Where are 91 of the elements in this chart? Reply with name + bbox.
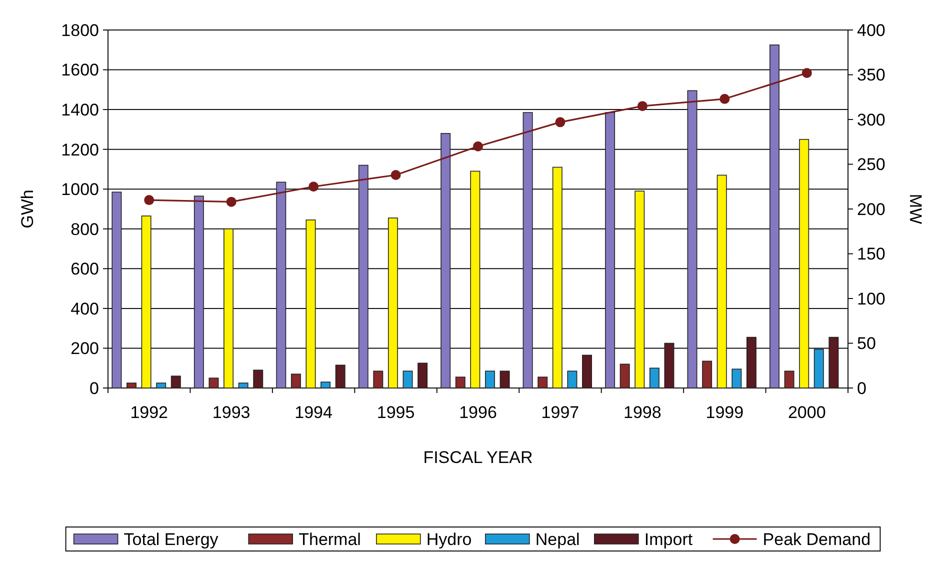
x-tick-label: 1992 xyxy=(130,403,168,422)
bar xyxy=(418,362,428,388)
bar xyxy=(538,376,548,388)
bar xyxy=(522,112,533,388)
y2-tick-label: 100 xyxy=(857,289,886,308)
point xyxy=(637,101,648,112)
bar xyxy=(373,370,384,388)
bar xyxy=(687,90,698,388)
x-axis-title: FISCAL YEAR xyxy=(423,448,533,467)
bar xyxy=(500,370,510,388)
bar xyxy=(799,138,810,388)
bar xyxy=(470,170,480,388)
bar xyxy=(702,360,712,388)
bar xyxy=(402,370,413,388)
legend-label: Nepal xyxy=(535,530,580,549)
y2-tick-label: 150 xyxy=(857,244,886,264)
point xyxy=(720,94,730,104)
bar xyxy=(605,112,616,388)
bar xyxy=(320,382,331,388)
y-tick-label: 400 xyxy=(70,299,99,318)
x-tick-label: 1998 xyxy=(624,403,662,422)
bar xyxy=(112,192,122,388)
bar xyxy=(649,368,660,388)
bar xyxy=(769,44,780,388)
bar xyxy=(634,190,645,388)
x-tick-label: 1996 xyxy=(459,403,497,422)
legend-label: Thermal xyxy=(298,530,361,549)
bar xyxy=(208,378,219,388)
bar xyxy=(567,370,578,388)
bar xyxy=(732,368,742,388)
y-tick-label: 800 xyxy=(70,220,99,239)
point xyxy=(144,195,154,206)
bar xyxy=(194,196,204,388)
bar xyxy=(582,354,592,388)
x-tick-label: 1999 xyxy=(706,403,744,422)
y-tick-label: 1000 xyxy=(61,180,99,200)
y-tick-label: 200 xyxy=(70,339,99,358)
bar xyxy=(664,342,674,388)
legend-label: Hydro xyxy=(426,530,472,549)
y2-tick-label: 350 xyxy=(857,66,886,85)
y-tick-label: 600 xyxy=(70,260,99,279)
bar xyxy=(784,370,794,388)
y2-tick-label: 400 xyxy=(857,20,886,40)
y2-axis-title: MW xyxy=(906,194,925,224)
y2-tick-label: 250 xyxy=(857,155,886,174)
y-tick-label: 1800 xyxy=(61,20,99,40)
y2-tick-label: 200 xyxy=(857,200,886,219)
bar xyxy=(126,382,136,388)
bar xyxy=(746,336,756,388)
bar xyxy=(170,376,181,388)
bar xyxy=(440,133,451,388)
y-axis-title: GWh xyxy=(18,190,37,228)
bar xyxy=(156,382,166,388)
legend-label: Total Energy xyxy=(124,530,219,549)
x-tick-label: 1993 xyxy=(212,403,250,422)
bar xyxy=(358,164,368,388)
bar xyxy=(335,364,346,388)
y-tick-label: 1400 xyxy=(61,100,99,120)
bar xyxy=(276,182,286,388)
x-tick-label: 1994 xyxy=(294,403,332,422)
bar xyxy=(141,216,152,388)
bar xyxy=(388,218,398,388)
bar xyxy=(290,374,301,388)
point xyxy=(802,68,812,78)
point xyxy=(473,141,483,152)
bar xyxy=(455,376,466,388)
bar xyxy=(485,370,495,388)
point xyxy=(555,117,566,128)
bar xyxy=(814,348,824,388)
bar xyxy=(224,228,234,388)
y-tick-label: 0 xyxy=(90,378,99,398)
bar xyxy=(828,336,839,388)
point xyxy=(226,196,236,207)
y-tick-label: 1600 xyxy=(61,60,99,80)
bar xyxy=(716,174,727,388)
y2-tick-label: 0 xyxy=(857,378,866,398)
bar xyxy=(552,166,562,388)
point xyxy=(390,170,401,180)
x-tick-label: 2000 xyxy=(788,403,826,422)
x-tick-label: 1995 xyxy=(376,403,415,422)
bar xyxy=(306,220,316,388)
legend-label: Peak Demand xyxy=(762,530,871,549)
y-tick-label: 1200 xyxy=(61,140,99,160)
legend-label: Import xyxy=(644,530,693,549)
y2-tick-label: 300 xyxy=(857,110,886,130)
x-tick-label: 1997 xyxy=(541,403,580,422)
bar xyxy=(238,382,248,388)
y2-tick-label: 50 xyxy=(857,334,876,354)
bar xyxy=(253,370,264,388)
point xyxy=(308,182,319,192)
bar xyxy=(620,364,630,388)
